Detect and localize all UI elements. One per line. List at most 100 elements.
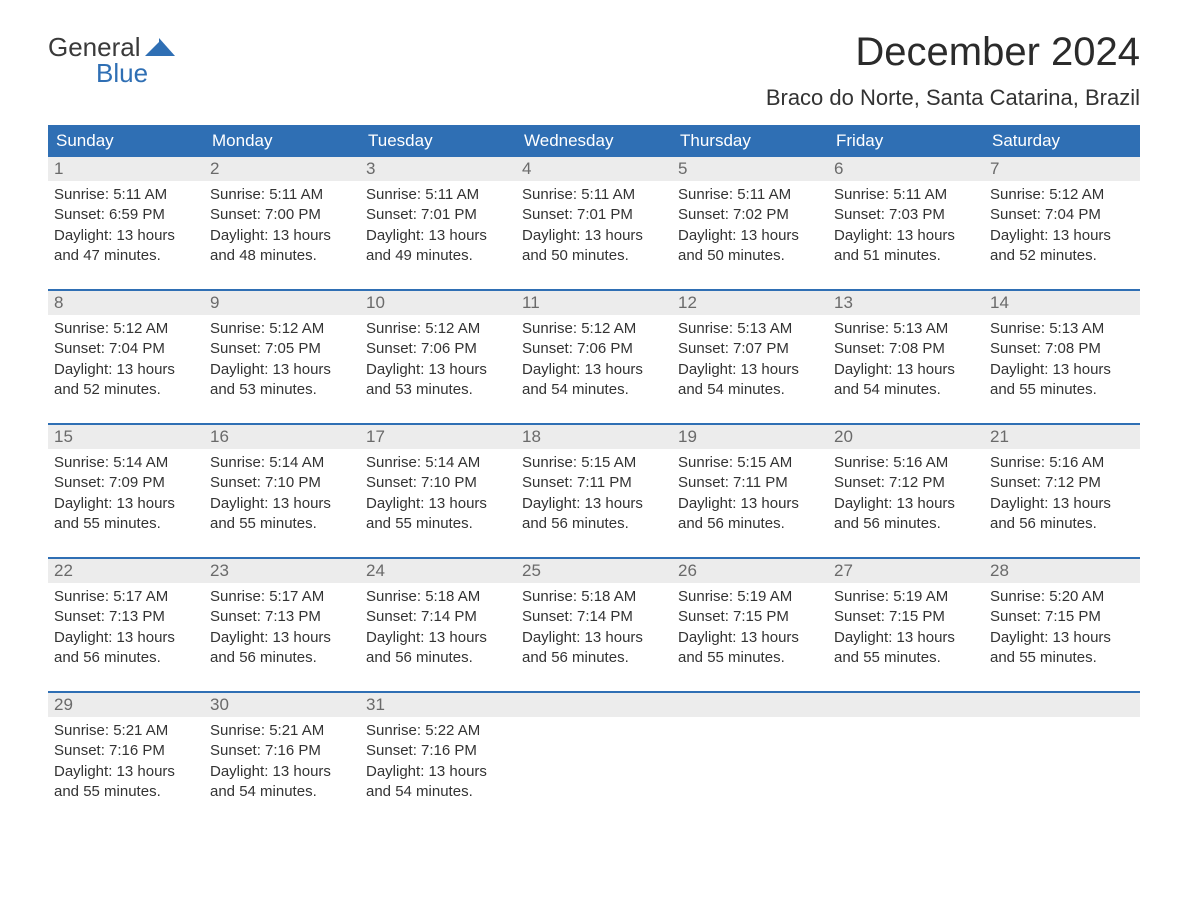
daylight-text: and 53 minutes. <box>366 380 510 400</box>
sunrise-text: Sunrise: 5:16 AM <box>990 453 1134 473</box>
daylight-text: and 56 minutes. <box>54 648 198 668</box>
calendar-week: 293031Sunrise: 5:21 AMSunset: 7:16 PMDay… <box>48 691 1140 807</box>
sunrise-text: Sunrise: 5:21 AM <box>210 721 354 741</box>
daylight-text: and 51 minutes. <box>834 246 978 266</box>
sunset-text: Sunset: 7:07 PM <box>678 339 822 359</box>
daylight-text: and 56 minutes. <box>834 514 978 534</box>
sunset-text: Sunset: 7:00 PM <box>210 205 354 225</box>
logo-text-1: General <box>48 34 141 60</box>
daylight-text: and 56 minutes. <box>522 648 666 668</box>
day-number <box>672 693 828 717</box>
day-cell: Sunrise: 5:12 AMSunset: 7:04 PMDaylight:… <box>48 315 204 405</box>
daylight-text: Daylight: 13 hours <box>990 360 1134 380</box>
day-of-week-cell: Monday <box>204 125 360 157</box>
sunrise-text: Sunrise: 5:18 AM <box>522 587 666 607</box>
sunset-text: Sunset: 7:03 PM <box>834 205 978 225</box>
daylight-text: and 55 minutes. <box>366 514 510 534</box>
daylight-text: Daylight: 13 hours <box>522 360 666 380</box>
sunset-text: Sunset: 7:16 PM <box>54 741 198 761</box>
sunrise-text: Sunrise: 5:19 AM <box>678 587 822 607</box>
day-cell: Sunrise: 5:18 AMSunset: 7:14 PMDaylight:… <box>516 583 672 673</box>
day-number: 29 <box>48 693 204 717</box>
calendar-week: 15161718192021Sunrise: 5:14 AMSunset: 7:… <box>48 423 1140 539</box>
day-number: 5 <box>672 157 828 181</box>
sunset-text: Sunset: 7:08 PM <box>834 339 978 359</box>
title-block: December 2024 Braco do Norte, Santa Cata… <box>766 30 1140 111</box>
sunrise-text: Sunrise: 5:20 AM <box>990 587 1134 607</box>
sunrise-text: Sunrise: 5:12 AM <box>210 319 354 339</box>
day-number: 17 <box>360 425 516 449</box>
day-number: 1 <box>48 157 204 181</box>
daylight-text: Daylight: 13 hours <box>54 762 198 782</box>
sunrise-text: Sunrise: 5:14 AM <box>54 453 198 473</box>
day-cell: Sunrise: 5:19 AMSunset: 7:15 PMDaylight:… <box>828 583 984 673</box>
day-number: 6 <box>828 157 984 181</box>
sunrise-text: Sunrise: 5:17 AM <box>54 587 198 607</box>
sunset-text: Sunset: 7:02 PM <box>678 205 822 225</box>
sunrise-text: Sunrise: 5:14 AM <box>210 453 354 473</box>
sunrise-text: Sunrise: 5:13 AM <box>678 319 822 339</box>
day-cell: Sunrise: 5:11 AMSunset: 7:01 PMDaylight:… <box>516 181 672 271</box>
sunset-text: Sunset: 7:13 PM <box>210 607 354 627</box>
day-cell: Sunrise: 5:12 AMSunset: 7:06 PMDaylight:… <box>516 315 672 405</box>
sunrise-text: Sunrise: 5:22 AM <box>366 721 510 741</box>
daylight-text: Daylight: 13 hours <box>990 226 1134 246</box>
daylight-text: and 49 minutes. <box>366 246 510 266</box>
day-number: 30 <box>204 693 360 717</box>
day-number-row: 22232425262728 <box>48 559 1140 583</box>
day-number: 28 <box>984 559 1140 583</box>
daylight-text: Daylight: 13 hours <box>522 628 666 648</box>
daylight-text: and 56 minutes. <box>210 648 354 668</box>
sunset-text: Sunset: 7:15 PM <box>678 607 822 627</box>
daylight-text: and 55 minutes. <box>678 648 822 668</box>
day-number: 12 <box>672 291 828 315</box>
day-cell: Sunrise: 5:15 AMSunset: 7:11 PMDaylight:… <box>516 449 672 539</box>
day-number: 4 <box>516 157 672 181</box>
day-cell: Sunrise: 5:12 AMSunset: 7:05 PMDaylight:… <box>204 315 360 405</box>
calendar-week: 1234567Sunrise: 5:11 AMSunset: 6:59 PMDa… <box>48 157 1140 271</box>
day-cell: Sunrise: 5:13 AMSunset: 7:08 PMDaylight:… <box>828 315 984 405</box>
daylight-text: and 55 minutes. <box>54 782 198 802</box>
daylight-text: and 50 minutes. <box>678 246 822 266</box>
daylight-text: Daylight: 13 hours <box>366 226 510 246</box>
sunset-text: Sunset: 7:13 PM <box>54 607 198 627</box>
sunset-text: Sunset: 7:04 PM <box>990 205 1134 225</box>
day-cell: Sunrise: 5:13 AMSunset: 7:08 PMDaylight:… <box>984 315 1140 405</box>
location: Braco do Norte, Santa Catarina, Brazil <box>766 85 1140 111</box>
daylight-text: Daylight: 13 hours <box>834 226 978 246</box>
day-cell: Sunrise: 5:21 AMSunset: 7:16 PMDaylight:… <box>204 717 360 807</box>
daylight-text: Daylight: 13 hours <box>678 628 822 648</box>
day-of-week-cell: Tuesday <box>360 125 516 157</box>
day-cell: Sunrise: 5:15 AMSunset: 7:11 PMDaylight:… <box>672 449 828 539</box>
sunset-text: Sunset: 7:06 PM <box>366 339 510 359</box>
day-cell: Sunrise: 5:19 AMSunset: 7:15 PMDaylight:… <box>672 583 828 673</box>
daylight-text: Daylight: 13 hours <box>366 360 510 380</box>
day-cell: Sunrise: 5:11 AMSunset: 6:59 PMDaylight:… <box>48 181 204 271</box>
daylight-text: and 55 minutes. <box>990 648 1134 668</box>
sunset-text: Sunset: 6:59 PM <box>54 205 198 225</box>
day-of-week-cell: Thursday <box>672 125 828 157</box>
sunset-text: Sunset: 7:14 PM <box>366 607 510 627</box>
day-cell: Sunrise: 5:11 AMSunset: 7:01 PMDaylight:… <box>360 181 516 271</box>
day-number: 11 <box>516 291 672 315</box>
day-number: 26 <box>672 559 828 583</box>
sunset-text: Sunset: 7:10 PM <box>210 473 354 493</box>
sunrise-text: Sunrise: 5:15 AM <box>678 453 822 473</box>
daylight-text: Daylight: 13 hours <box>990 628 1134 648</box>
daylight-text: and 54 minutes. <box>522 380 666 400</box>
sunrise-text: Sunrise: 5:13 AM <box>834 319 978 339</box>
sunset-text: Sunset: 7:05 PM <box>210 339 354 359</box>
day-of-week-header: SundayMondayTuesdayWednesdayThursdayFrid… <box>48 125 1140 157</box>
day-number-row: 1234567 <box>48 157 1140 181</box>
sunset-text: Sunset: 7:12 PM <box>990 473 1134 493</box>
daylight-text: Daylight: 13 hours <box>210 360 354 380</box>
sunset-text: Sunset: 7:15 PM <box>834 607 978 627</box>
day-number <box>828 693 984 717</box>
day-number: 18 <box>516 425 672 449</box>
day-number <box>516 693 672 717</box>
sunset-text: Sunset: 7:16 PM <box>366 741 510 761</box>
daylight-text: Daylight: 13 hours <box>210 762 354 782</box>
day-number: 8 <box>48 291 204 315</box>
daylight-text: Daylight: 13 hours <box>366 494 510 514</box>
sunset-text: Sunset: 7:08 PM <box>990 339 1134 359</box>
